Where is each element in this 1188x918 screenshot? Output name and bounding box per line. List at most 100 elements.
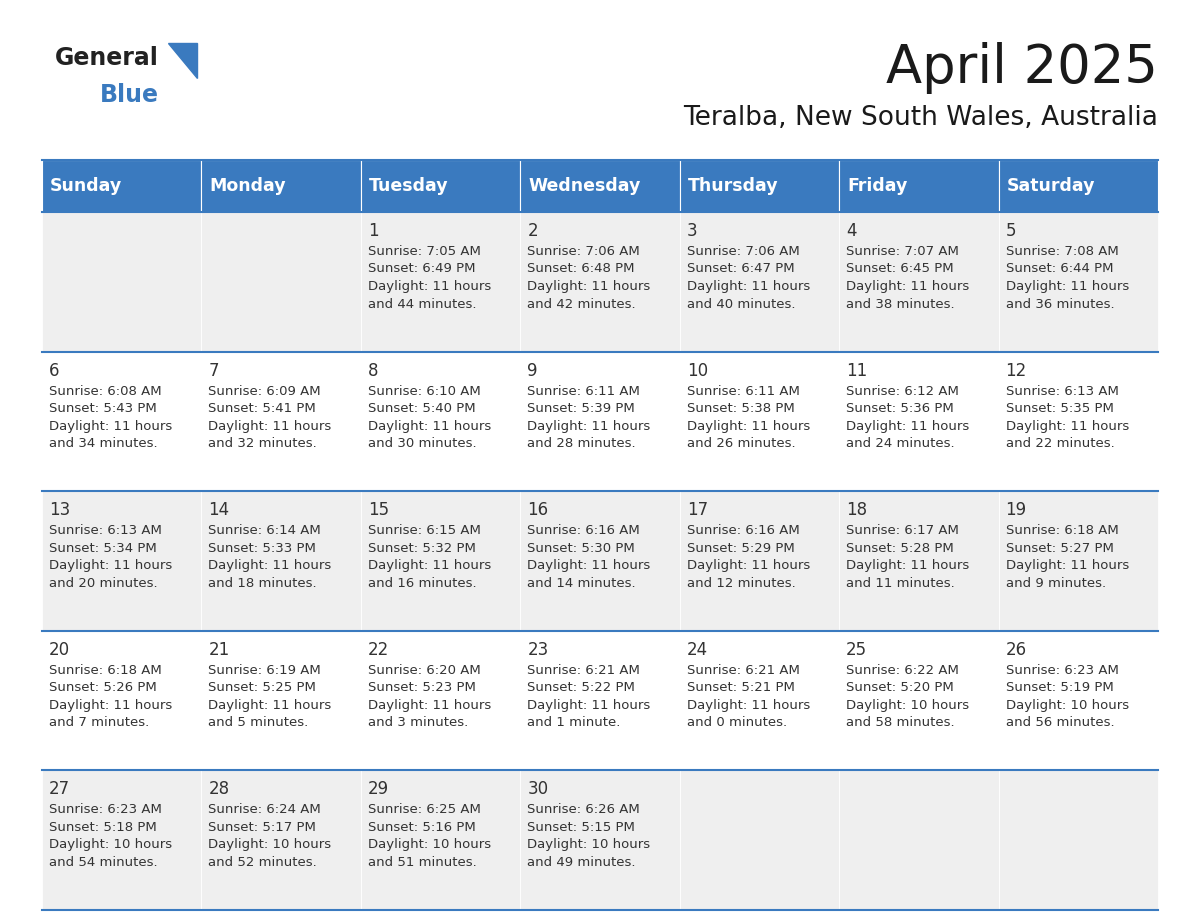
Text: Sunset: 5:36 PM: Sunset: 5:36 PM [846,402,954,415]
Text: Daylight: 11 hours: Daylight: 11 hours [687,559,810,572]
Bar [42,491,202,631]
Text: Sunrise: 6:26 AM: Sunrise: 6:26 AM [527,803,640,816]
Bar [520,160,680,212]
Text: Sunset: 5:34 PM: Sunset: 5:34 PM [49,542,157,554]
Text: and 16 minutes.: and 16 minutes. [368,577,476,589]
Text: Sunset: 6:47 PM: Sunset: 6:47 PM [687,263,795,275]
Text: Daylight: 11 hours: Daylight: 11 hours [208,420,331,432]
Bar [520,491,680,631]
Text: Daylight: 11 hours: Daylight: 11 hours [527,420,651,432]
Text: 20: 20 [49,641,70,659]
Text: 25: 25 [846,641,867,659]
Bar [42,212,202,352]
Text: Daylight: 10 hours: Daylight: 10 hours [846,699,969,711]
Bar [202,160,361,212]
Text: Daylight: 11 hours: Daylight: 11 hours [368,280,491,293]
Text: Sunday: Sunday [50,177,122,195]
Text: Daylight: 10 hours: Daylight: 10 hours [1005,699,1129,711]
Text: 19: 19 [1005,501,1026,520]
Text: Sunrise: 6:24 AM: Sunrise: 6:24 AM [208,803,321,816]
Bar [202,491,361,631]
Bar [680,352,839,491]
Text: and 26 minutes.: and 26 minutes. [687,437,795,450]
Text: Daylight: 11 hours: Daylight: 11 hours [49,699,172,711]
Bar [202,770,361,910]
Text: Sunset: 6:48 PM: Sunset: 6:48 PM [527,263,634,275]
Text: 8: 8 [368,362,378,380]
Text: 3: 3 [687,222,697,240]
Bar [361,770,520,910]
Text: 24: 24 [687,641,708,659]
Text: Sunrise: 6:21 AM: Sunrise: 6:21 AM [687,664,800,677]
Text: and 54 minutes.: and 54 minutes. [49,856,158,869]
Text: Sunset: 5:25 PM: Sunset: 5:25 PM [208,681,316,694]
Text: Sunrise: 6:17 AM: Sunrise: 6:17 AM [846,524,959,537]
Bar [202,352,361,491]
Bar [839,631,999,770]
Text: Sunset: 5:20 PM: Sunset: 5:20 PM [846,681,954,694]
Text: Sunrise: 6:25 AM: Sunrise: 6:25 AM [368,803,481,816]
Text: and 42 minutes.: and 42 minutes. [527,297,636,310]
Text: Sunrise: 6:16 AM: Sunrise: 6:16 AM [687,524,800,537]
Text: Sunrise: 6:10 AM: Sunrise: 6:10 AM [368,385,481,397]
Bar [361,352,520,491]
Text: 26: 26 [1005,641,1026,659]
Text: Daylight: 10 hours: Daylight: 10 hours [49,838,172,851]
Text: 21: 21 [208,641,229,659]
Text: Teralba, New South Wales, Australia: Teralba, New South Wales, Australia [683,105,1158,131]
Text: 4: 4 [846,222,857,240]
Text: General: General [55,46,159,70]
Text: Daylight: 11 hours: Daylight: 11 hours [527,559,651,572]
Text: Sunset: 5:38 PM: Sunset: 5:38 PM [687,402,795,415]
Text: Sunset: 5:32 PM: Sunset: 5:32 PM [368,542,475,554]
Text: Sunrise: 7:08 AM: Sunrise: 7:08 AM [1005,245,1118,258]
Text: Sunrise: 6:15 AM: Sunrise: 6:15 AM [368,524,481,537]
Text: Daylight: 11 hours: Daylight: 11 hours [368,699,491,711]
Text: Sunset: 5:35 PM: Sunset: 5:35 PM [1005,402,1113,415]
Text: Wednesday: Wednesday [529,177,640,195]
Text: Friday: Friday [847,177,908,195]
Text: April 2025: April 2025 [886,42,1158,94]
Text: and 49 minutes.: and 49 minutes. [527,856,636,869]
Text: and 22 minutes.: and 22 minutes. [1005,437,1114,450]
Text: and 11 minutes.: and 11 minutes. [846,577,955,589]
Text: and 12 minutes.: and 12 minutes. [687,577,796,589]
Text: Sunset: 5:40 PM: Sunset: 5:40 PM [368,402,475,415]
Text: and 28 minutes.: and 28 minutes. [527,437,636,450]
Text: and 38 minutes.: and 38 minutes. [846,297,955,310]
Text: Sunset: 5:30 PM: Sunset: 5:30 PM [527,542,636,554]
Text: Sunset: 5:22 PM: Sunset: 5:22 PM [527,681,636,694]
Text: 5: 5 [1005,222,1016,240]
Bar [999,770,1158,910]
Text: 1: 1 [368,222,379,240]
Text: and 7 minutes.: and 7 minutes. [49,716,150,729]
Text: and 1 minute.: and 1 minute. [527,716,620,729]
Text: Daylight: 11 hours: Daylight: 11 hours [208,699,331,711]
Text: Thursday: Thursday [688,177,778,195]
Text: 30: 30 [527,780,549,799]
Text: 17: 17 [687,501,708,520]
Bar [839,352,999,491]
Text: Sunset: 5:41 PM: Sunset: 5:41 PM [208,402,316,415]
Text: and 0 minutes.: and 0 minutes. [687,716,786,729]
Bar [999,491,1158,631]
Text: Sunset: 5:15 PM: Sunset: 5:15 PM [527,821,636,834]
Bar [42,631,202,770]
Text: Sunset: 5:21 PM: Sunset: 5:21 PM [687,681,795,694]
Text: and 30 minutes.: and 30 minutes. [368,437,476,450]
Text: and 3 minutes.: and 3 minutes. [368,716,468,729]
Bar [520,352,680,491]
Text: and 34 minutes.: and 34 minutes. [49,437,158,450]
Bar [680,160,839,212]
Text: 10: 10 [687,362,708,380]
Bar [361,160,520,212]
Text: Daylight: 11 hours: Daylight: 11 hours [208,559,331,572]
Text: 18: 18 [846,501,867,520]
Text: and 52 minutes.: and 52 minutes. [208,856,317,869]
Text: Daylight: 11 hours: Daylight: 11 hours [527,699,651,711]
Text: Sunrise: 6:18 AM: Sunrise: 6:18 AM [1005,524,1118,537]
Text: Sunset: 5:18 PM: Sunset: 5:18 PM [49,821,157,834]
Bar [680,212,839,352]
Bar [202,212,361,352]
Text: Sunset: 6:44 PM: Sunset: 6:44 PM [1005,263,1113,275]
